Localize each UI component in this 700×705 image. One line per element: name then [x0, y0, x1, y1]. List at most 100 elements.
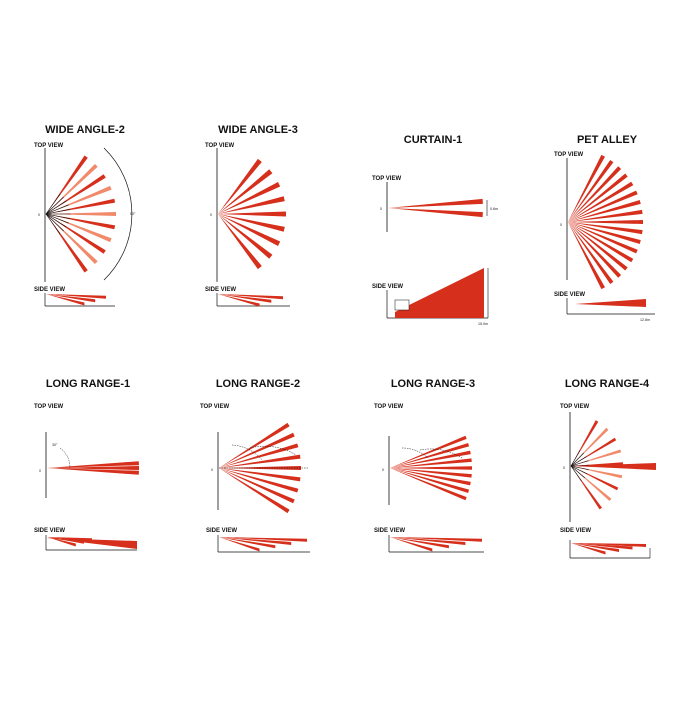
side-view-pattern: [390, 537, 482, 552]
detection-beam: [568, 220, 643, 224]
angle-arc-2: [419, 448, 463, 459]
side-tick: 12.8m: [640, 318, 650, 322]
detection-beam: [219, 454, 301, 468]
side-beam: [218, 294, 260, 307]
detection-beam: [46, 214, 112, 243]
side-beam: [47, 537, 92, 542]
detection-beam: [568, 160, 614, 222]
detection-beam: [390, 468, 471, 486]
detection-beam: [219, 443, 299, 468]
top-view-pattern: [219, 422, 301, 514]
side-beam: [390, 537, 466, 545]
detection-beam: [568, 200, 641, 222]
detection-beam: [47, 466, 139, 470]
angle-arc-1: [231, 444, 263, 461]
detection-beam: [568, 222, 628, 271]
panel-title: WIDE ANGLE-3: [218, 124, 298, 136]
panel-title: CURTAIN-1: [404, 134, 462, 146]
detection-beam: [568, 222, 643, 235]
angle-arc-2: [249, 445, 297, 456]
detection-beam: [388, 198, 483, 208]
top-view-pattern: [47, 461, 139, 475]
detection-beam: [390, 443, 470, 468]
panel-title: PET ALLEY: [577, 134, 638, 146]
top-view-label: TOP VIEW: [374, 404, 403, 410]
side-view-label: SIDE VIEW: [374, 528, 405, 534]
detection-beam: [390, 468, 467, 501]
detection-beam: [568, 166, 622, 222]
beam-origin-line: [45, 193, 61, 215]
angle-label: 30°: [52, 443, 58, 447]
side-beam: [46, 294, 96, 303]
panel-pet-alley: PET ALLEY TOP VIEW 0 SIDE VIEW 12.8m: [554, 134, 655, 322]
side-beam: [571, 543, 606, 555]
panel-title: LONG RANGE-2: [216, 378, 300, 390]
beam-origin-line: [45, 213, 64, 232]
panel-title: LONG RANGE-3: [391, 378, 475, 390]
detection-beam: [219, 468, 299, 493]
angle-arc-1: [401, 447, 429, 459]
tick-zero: 0: [38, 213, 40, 217]
side-tick: 15.0m: [478, 322, 488, 326]
side-view-label: SIDE VIEW: [372, 284, 403, 290]
detection-beam: [46, 198, 116, 214]
top-view-pattern: [390, 435, 472, 501]
panel-title: WIDE ANGLE-2: [45, 124, 125, 136]
top-view-label: TOP VIEW: [34, 143, 63, 149]
detection-beam: [568, 154, 605, 222]
detection-beam: [390, 466, 472, 470]
tick-zero: 0: [380, 207, 382, 211]
beam-origin-line: [570, 465, 588, 475]
side-view-pattern: [46, 294, 106, 306]
top-view-label: TOP VIEW: [205, 143, 234, 149]
detection-beam: [218, 158, 262, 214]
beam-origin-line: [45, 213, 71, 219]
top-view-pattern: [570, 420, 623, 510]
side-view-pattern: [571, 543, 646, 555]
detection-beam: [218, 169, 273, 214]
side-beam: [46, 294, 106, 299]
detection-beam: [568, 222, 641, 244]
detection-beam: [390, 458, 472, 468]
beam-origin-line: [570, 465, 585, 479]
side-view-label: SIDE VIEW: [206, 528, 237, 534]
detection-beam: [388, 208, 483, 218]
top-view-label: TOP VIEW: [560, 404, 589, 410]
side-beam: [46, 294, 85, 306]
top-view-pattern: [388, 198, 483, 218]
detection-beam: [219, 468, 301, 482]
beam-origin-line: [45, 200, 67, 215]
detection-beam: [571, 466, 623, 479]
detection-beam: [568, 222, 614, 284]
detection-beam: [568, 222, 634, 263]
side-beam: [47, 537, 84, 544]
detection-beam: [568, 190, 638, 222]
detection-beam: [568, 173, 628, 222]
side-beam: [571, 543, 633, 550]
top-view-label: TOP VIEW: [200, 404, 229, 410]
detection-beam: [218, 211, 286, 217]
beam-origin-line: [45, 209, 71, 215]
panel-long-range-3: LONG RANGE-3 TOP VIEW 0 SIDE VIEW: [374, 378, 484, 553]
side-view-label: SIDE VIEW: [34, 528, 65, 534]
detection-beam: [219, 468, 290, 514]
detection-beam: [218, 214, 285, 232]
angle-arc: [103, 147, 133, 281]
side-beam: [219, 537, 307, 542]
top-view-pattern: [45, 155, 116, 273]
side-beam: [218, 294, 272, 303]
long-beam: [571, 463, 656, 470]
side-beam: [390, 537, 449, 549]
side-view-label: SIDE VIEW: [560, 528, 591, 534]
detection-beam: [218, 214, 273, 259]
tick-zero: 0: [560, 223, 562, 227]
beam-origin-line: [45, 204, 69, 215]
side-beam: [47, 537, 76, 547]
beam-origin-line: [570, 465, 589, 470]
tick-zero: 0: [211, 468, 213, 472]
side-view-pattern: [218, 294, 283, 307]
top-view-pattern: [568, 154, 643, 290]
side-beam: [390, 537, 433, 552]
detection-beam: [568, 222, 622, 278]
